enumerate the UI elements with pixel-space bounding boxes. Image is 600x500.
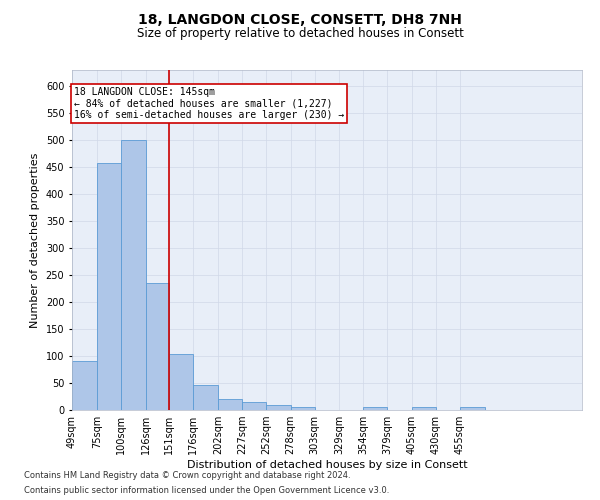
Bar [97,164,121,410]
Text: Size of property relative to detached houses in Consett: Size of property relative to detached ho… [137,28,463,40]
Bar [121,140,146,410]
Text: Contains HM Land Registry data © Crown copyright and database right 2024.: Contains HM Land Registry data © Crown c… [24,471,350,480]
X-axis label: Distribution of detached houses by size in Consett: Distribution of detached houses by size … [187,460,467,470]
Y-axis label: Number of detached properties: Number of detached properties [30,152,40,328]
Bar [363,408,387,410]
Bar [218,399,242,410]
Bar [460,408,485,410]
Bar [412,408,436,410]
Bar [266,405,291,410]
Bar [146,283,169,410]
Bar [242,402,266,410]
Bar [72,362,97,410]
Bar [169,354,193,410]
Text: 18 LANGDON CLOSE: 145sqm
← 84% of detached houses are smaller (1,227)
16% of sem: 18 LANGDON CLOSE: 145sqm ← 84% of detach… [74,88,344,120]
Text: 18, LANGDON CLOSE, CONSETT, DH8 7NH: 18, LANGDON CLOSE, CONSETT, DH8 7NH [138,12,462,26]
Text: Contains public sector information licensed under the Open Government Licence v3: Contains public sector information licen… [24,486,389,495]
Bar [291,408,314,410]
Bar [193,384,218,410]
